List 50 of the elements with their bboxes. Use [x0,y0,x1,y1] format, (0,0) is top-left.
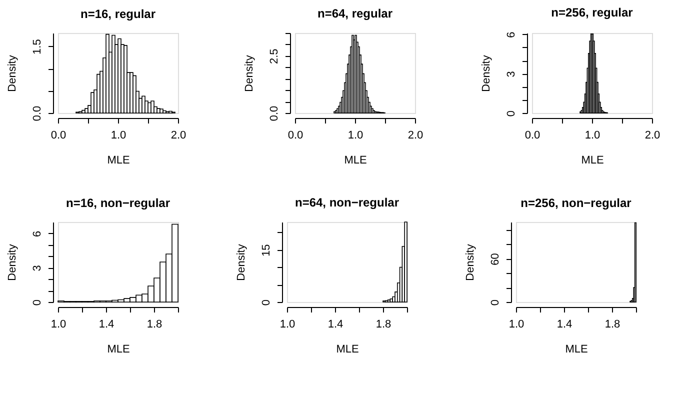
x-tick-label: 1.4 [98,318,114,330]
y-tick-label: 6 [506,32,518,38]
y-tick-label: 15 [260,244,272,256]
y-tick-label: 0 [506,110,518,117]
x-axis-title: MLE [581,154,604,166]
y-axis-title: Density [464,244,476,281]
y-axis-title: Density [6,244,18,281]
y-tick-label: 3 [32,265,44,272]
x-tick-label: 1.0 [110,130,126,142]
chart-title: n=16, non−regular [66,196,170,210]
x-tick-label: 1.8 [604,318,620,330]
y-tick-label: 2.5 [268,48,280,64]
y-axis-title: Density [6,54,18,92]
y-tick-label: 6 [32,230,44,237]
x-axis-title: MLE [107,154,130,166]
x-tick-label: 1.8 [146,318,162,330]
y-tick-label: 0 [490,299,502,306]
x-tick-label: 2.0 [170,130,186,142]
x-tick-label: 1.0 [280,318,296,330]
y-tick-label: 0 [32,299,44,306]
y-tick-label: 1.5 [32,39,44,54]
chart-title: n=256, non−regular [520,196,632,210]
x-tick-label: 1.0 [508,318,524,330]
x-axis-title: MLE [344,154,367,166]
x-tick-label: 1.8 [376,318,392,330]
chart-title: n=64, regular [317,6,393,20]
y-tick-label: 0.0 [268,106,280,122]
y-axis-title: Density [244,54,256,92]
chart-title: n=16, regular [80,7,156,21]
x-tick-label: 1.4 [328,318,344,330]
x-tick-label: 2.0 [408,130,424,142]
x-tick-label: 1.4 [556,318,572,330]
x-tick-label: 2.0 [644,130,660,142]
x-axis-title: MLE [107,344,130,356]
x-tick-label: 0.0 [288,130,304,142]
x-axis-title: MLE [565,344,588,356]
x-tick-label: 1.0 [348,130,364,142]
x-axis-title: MLE [336,344,359,356]
y-axis-title: Density [480,54,492,92]
y-tick-label: 3 [506,71,518,78]
chart-title: n=64, non−regular [294,196,400,210]
chart-title: n=256, regular [551,5,634,20]
x-tick-label: 1.0 [584,130,600,142]
y-axis-title: Density [236,244,248,281]
y-tick-label: 0 [260,299,272,306]
x-tick-label: 1.0 [50,318,66,330]
y-tick-label: 0.0 [32,106,44,122]
x-tick-label: 0.0 [50,130,66,142]
x-tick-label: 0.0 [524,130,540,142]
y-tick-label: 60 [490,253,502,266]
